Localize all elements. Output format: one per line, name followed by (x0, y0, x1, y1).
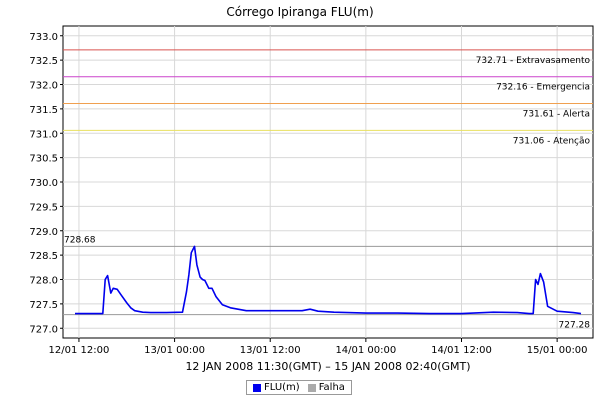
x-axis: 12/01 12:00 13/01 00:00 13/01 12:00 14/01 0… (49, 338, 588, 356)
threshold-label: 732.71 - Extravasamento (476, 56, 591, 66)
x-axis-label: 12 JAN 2008 11:30(GMT) – 15 JAN 2008 02:… (185, 360, 470, 373)
min-max-markers: 728.68 727.28 (63, 235, 593, 331)
y-tick-label: 729.0 (29, 227, 58, 238)
y-tick-label: 732.0 (29, 81, 58, 92)
legend-label-flu: FLU(m) (264, 382, 300, 393)
y-tick-label: 729.5 (29, 202, 58, 213)
y-tick-label: 731.0 (29, 129, 58, 140)
y-tick-label: 727.5 (29, 300, 58, 311)
y-tick-label: 730.5 (29, 154, 58, 165)
legend-item-flu: FLU(m) (253, 382, 300, 393)
threshold-lines: 732.71 - Extravasamento 732.16 - Emergenc… (63, 49, 593, 146)
y-tick-label: 733.0 (29, 32, 58, 43)
y-tick-label: 732.5 (29, 56, 58, 67)
y-tick-label: 728.5 (29, 251, 58, 262)
grid (63, 26, 593, 338)
legend: FLU(m) Falha (246, 380, 352, 395)
y-axis: 727.0 727.5 728.0 728.5 729.0 729.5 730.0 730.5… (29, 32, 63, 335)
legend-swatch-falha (307, 383, 316, 392)
y-tick-label: 727.0 (29, 324, 58, 335)
min-marker-label: 727.28 (559, 321, 591, 331)
legend-item-falha: Falha (307, 382, 345, 393)
x-tick-label: 12/01 12:00 (49, 345, 110, 356)
threshold-label: 732.16 - Emergencia (496, 83, 590, 93)
series-layer (75, 245, 582, 315)
x-tick-label: 15/01 00:00 (527, 345, 588, 356)
threshold-label: 731.61 - Alerta (523, 110, 590, 120)
max-marker-label: 728.68 (64, 235, 96, 245)
y-tick-label: 730.0 (29, 178, 58, 189)
x-tick-label: 14/01 00:00 (335, 345, 396, 356)
x-tick-label: 14/01 12:00 (431, 345, 492, 356)
y-tick-label: 731.5 (29, 105, 58, 116)
threshold-label: 731.06 - Atenção (513, 136, 591, 146)
x-tick-label: 13/01 00:00 (144, 345, 205, 356)
x-tick-label: 13/01 12:00 (240, 345, 301, 356)
chart-title: Córrego Ipiranga FLU(m) (226, 5, 373, 19)
series-line-flu-m (75, 245, 582, 315)
legend-label-falha: Falha (318, 382, 345, 393)
y-tick-label: 728.0 (29, 276, 58, 287)
legend-swatch-flu (253, 383, 261, 392)
